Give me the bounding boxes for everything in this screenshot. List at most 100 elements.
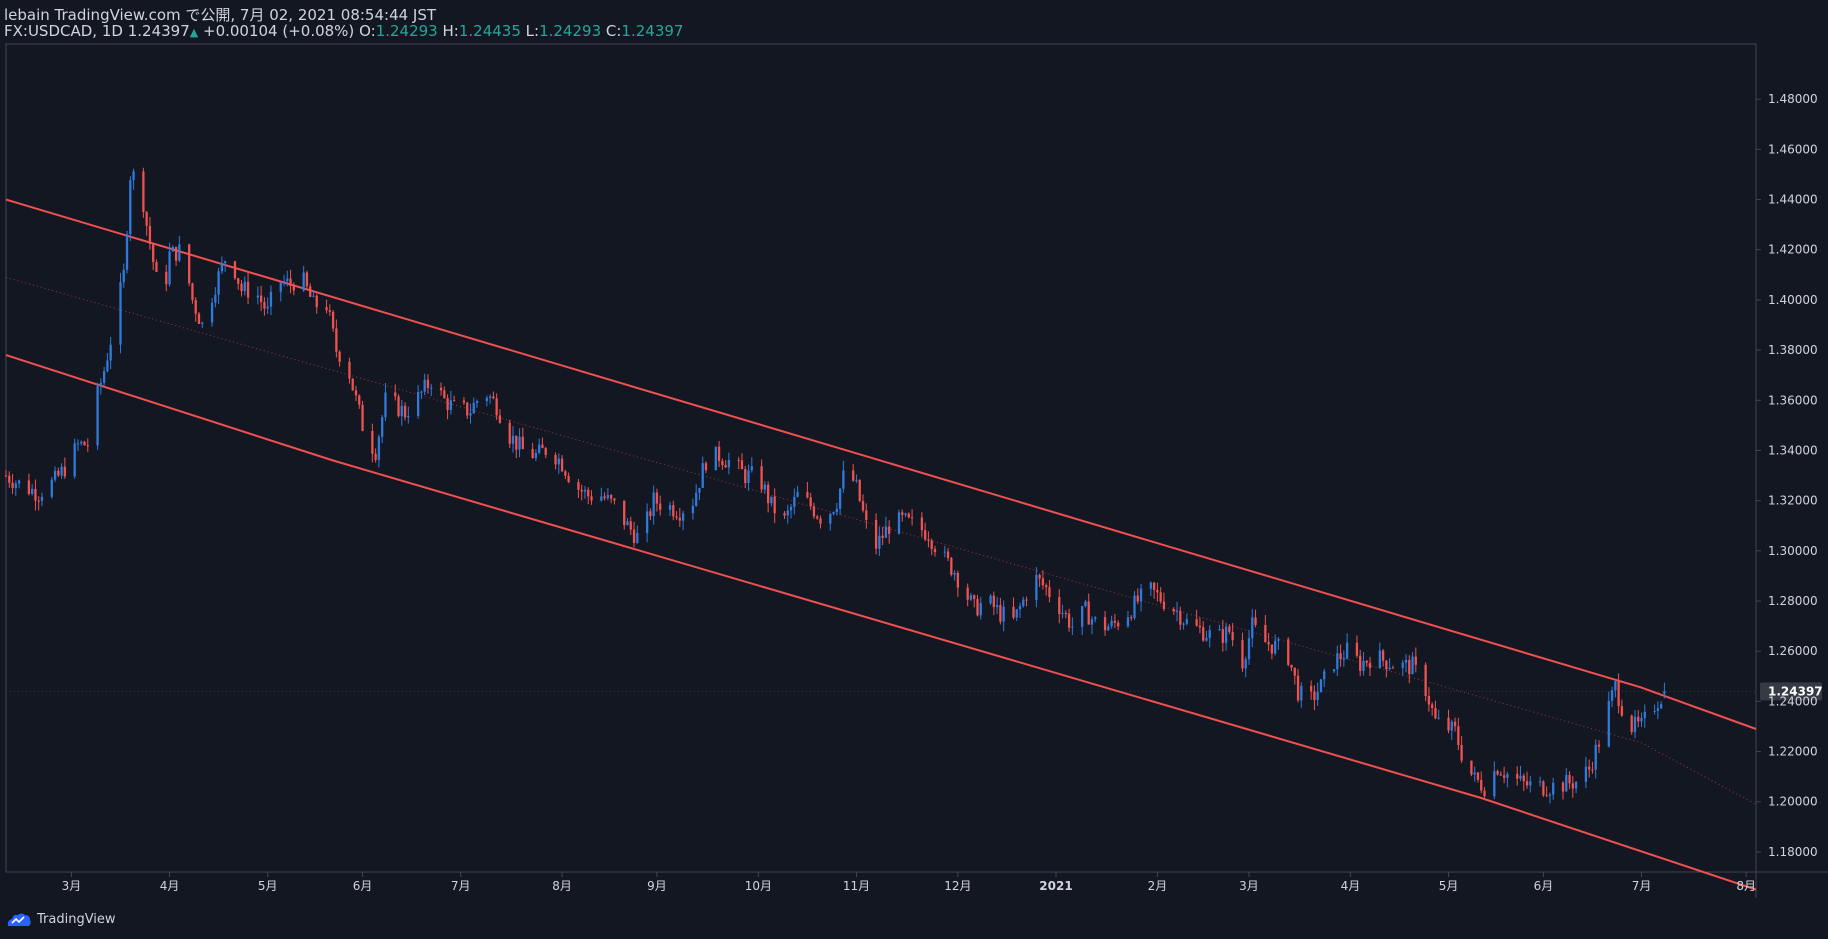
candle-body — [1087, 601, 1090, 625]
candle-body — [1630, 715, 1633, 733]
candle-body — [1313, 691, 1316, 701]
candle-body — [1061, 612, 1064, 615]
candle-body — [354, 390, 358, 396]
candle-body — [1447, 717, 1450, 731]
candle-body — [966, 587, 969, 600]
candle-body — [1156, 590, 1159, 593]
candle-body — [881, 535, 884, 538]
candle-body — [861, 500, 865, 511]
candle-body — [14, 483, 17, 489]
price-tick-label: 1.24000 — [1768, 694, 1818, 708]
change-value: +0.00104 (+0.08%) — [203, 22, 355, 40]
candlesticks — [4, 167, 1666, 804]
candle-body — [1480, 779, 1483, 791]
candle-body — [292, 285, 295, 291]
last-price-line: 1.24397 — [6, 682, 1823, 701]
candle-body — [858, 479, 861, 501]
price-tick-label: 1.40000 — [1768, 293, 1818, 307]
candle-body — [1228, 626, 1231, 632]
candle-body — [96, 386, 99, 446]
candle-body — [1565, 774, 1568, 792]
candle-body — [266, 306, 269, 309]
candle-body — [1254, 617, 1257, 625]
candle-body — [1084, 601, 1087, 607]
candle-body — [773, 496, 776, 514]
parallel-channel[interactable] — [5, 198, 1757, 891]
candle-body — [1614, 681, 1617, 691]
candle-body — [842, 470, 845, 489]
candle-body — [819, 518, 822, 524]
candle-body — [426, 379, 430, 388]
candle-body — [1496, 771, 1499, 775]
candle-body — [214, 294, 217, 303]
candle-body — [884, 526, 888, 538]
candle-body — [217, 271, 220, 295]
candle-body — [1205, 637, 1208, 641]
candle-body — [969, 595, 973, 600]
time-tick-label: 2021 — [1039, 879, 1072, 893]
candle-body — [1179, 610, 1182, 625]
candle-body — [335, 328, 338, 352]
symbol-name[interactable]: FX:USDCAD — [4, 22, 93, 40]
price-tick-label: 1.46000 — [1768, 142, 1818, 156]
candle-body — [1071, 626, 1074, 628]
candle-body — [652, 492, 655, 517]
candle-body — [1571, 783, 1574, 789]
candle-body — [1431, 704, 1434, 708]
time-tick-label: 6月 — [353, 879, 373, 893]
candle-body — [351, 378, 354, 391]
candle-body — [1136, 595, 1139, 602]
candle-body — [423, 379, 426, 392]
candle-body — [737, 459, 740, 461]
candle-body — [1012, 606, 1015, 618]
candle-body — [1460, 745, 1463, 761]
candle-body — [1473, 772, 1476, 775]
candle-body — [1231, 631, 1234, 641]
price-tick-label: 1.18000 — [1768, 845, 1818, 859]
candle-body — [930, 540, 933, 549]
candle-body — [197, 313, 201, 324]
candle-body — [531, 449, 534, 459]
candle-body — [194, 300, 197, 314]
candle-body — [511, 435, 515, 444]
candle-body — [1437, 717, 1440, 719]
price-tick-label: 1.20000 — [1768, 795, 1818, 809]
price-axis[interactable]: 1.48000 1.46000 1.44000 1.42000 1.40000 1.380… — [1756, 92, 1818, 859]
candle-body — [626, 521, 629, 526]
candle-body — [1453, 721, 1457, 727]
brand-label: TradingView — [37, 911, 116, 927]
candle-body — [1561, 782, 1565, 792]
candle-body — [83, 441, 86, 446]
candle-body — [672, 505, 675, 517]
candle-body — [1107, 626, 1110, 631]
candle-body — [1610, 690, 1614, 701]
candle-body — [397, 396, 400, 417]
candle-body — [992, 595, 995, 608]
candle-body — [361, 404, 364, 431]
price-tick-label: 1.48000 — [1768, 92, 1818, 106]
candle-body — [852, 470, 855, 481]
candle-body — [122, 269, 125, 283]
candle-body — [1584, 766, 1588, 782]
candle-body — [747, 470, 750, 483]
candle-body — [976, 599, 979, 616]
candle-body — [541, 444, 544, 449]
candle-body — [27, 480, 31, 494]
candle-body — [946, 551, 950, 559]
candle-body — [475, 401, 479, 404]
time-axis[interactable]: 3月 4月 5月 6月 7月 8月 9月 10月 11月 12月 2021 2月 3月 4月 5月 6月 7月 8… — [62, 872, 1756, 893]
interval[interactable]: 1D — [101, 22, 123, 40]
candle-body — [1110, 620, 1113, 627]
candle-body — [472, 403, 475, 414]
candle-body — [1594, 744, 1597, 770]
tradingview-logo[interactable]: TradingView — [6, 911, 116, 927]
candle-body — [1182, 623, 1185, 625]
candle-body — [1336, 653, 1339, 670]
candle-body — [1018, 606, 1022, 610]
candle-body — [312, 295, 315, 297]
candle-body — [1552, 782, 1555, 795]
candle-body — [1597, 744, 1601, 747]
candle-body — [1424, 664, 1427, 696]
candle-body — [1067, 613, 1071, 628]
